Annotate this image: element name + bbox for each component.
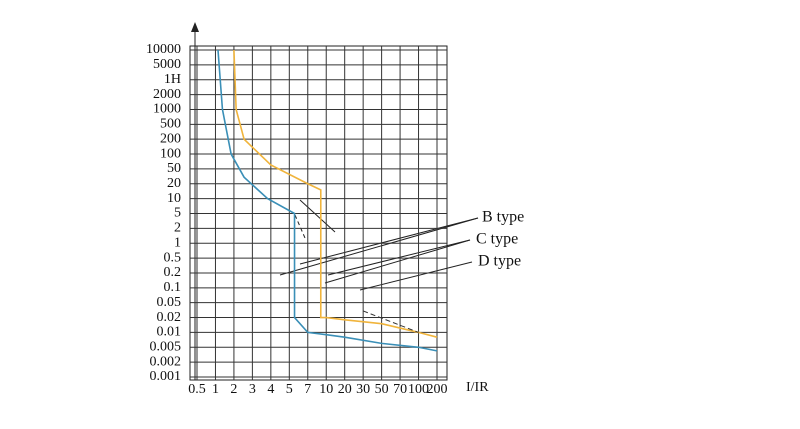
x-tick-label: 20 — [338, 382, 352, 397]
x-tick-label: 1 — [212, 382, 219, 397]
x-tick-label: 70 — [393, 382, 407, 397]
y-arrow — [191, 22, 199, 32]
x-tick-label: 4 — [267, 382, 274, 397]
y-tick-label: 0.2 — [164, 265, 182, 280]
y-tick-label: 0.001 — [150, 369, 182, 384]
x-tick-label: 5 — [286, 382, 293, 397]
y-tick-label: 0.02 — [157, 310, 182, 325]
leader — [294, 214, 306, 239]
x-tick-label: 7 — [304, 382, 311, 397]
y-tick-label: 2 — [174, 221, 181, 236]
x-tick-label: 0.5 — [188, 382, 206, 397]
x-tick-label: 3 — [249, 382, 256, 397]
y-tick-label: 20 — [167, 176, 181, 191]
y-tick-label: 100 — [160, 146, 181, 161]
leader — [324, 239, 471, 284]
y-tick-label: 0.05 — [157, 295, 182, 310]
leader — [327, 239, 471, 276]
y-tick-label: 0.002 — [150, 354, 182, 369]
series-line — [362, 310, 419, 333]
series-label: C type — [476, 231, 518, 248]
y-tick-label: 5000 — [153, 57, 181, 72]
y-tick-label: 10000 — [146, 42, 181, 57]
y-tick-label: 50 — [167, 161, 181, 176]
series-label: B type — [482, 209, 524, 226]
x-tick-label: 10 — [319, 382, 333, 397]
series-label: D type — [478, 253, 521, 270]
leader — [279, 217, 479, 276]
y-tick-label: 1H — [164, 72, 181, 87]
y-tick-label: 200 — [160, 131, 181, 146]
x-tick-label: 100 — [408, 382, 429, 397]
x-tick-label: 50 — [375, 382, 389, 397]
x-tick-label: 2 — [230, 382, 237, 397]
x-tick-label: 30 — [356, 382, 370, 397]
y-tick-label: 500 — [160, 117, 181, 132]
y-tick-label: 0.01 — [157, 325, 182, 340]
y-tick-label: 0.005 — [150, 339, 182, 354]
y-tick-label: 0.5 — [164, 250, 182, 265]
x-tick-label: 200 — [427, 382, 448, 397]
y-tick-label: 0.1 — [164, 280, 182, 295]
leader — [299, 199, 336, 233]
x-axis-label: I/IR — [466, 380, 489, 395]
y-tick-label: 1000 — [153, 102, 181, 117]
leader — [359, 261, 473, 291]
y-tick-label: 10 — [167, 191, 181, 206]
y-tick-label: 2000 — [153, 87, 181, 102]
series-line — [233, 49, 438, 338]
leader — [299, 217, 479, 265]
y-tick-label: 5 — [174, 206, 181, 221]
series-line — [217, 49, 438, 352]
y-tick-label: 1 — [174, 235, 181, 250]
